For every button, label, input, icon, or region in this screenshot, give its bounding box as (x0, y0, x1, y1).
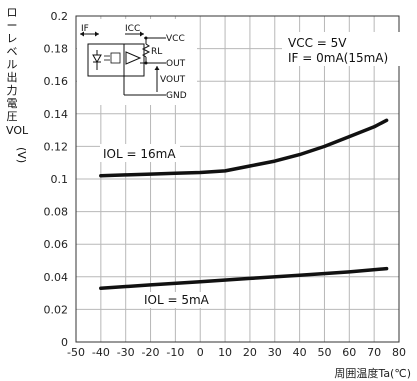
y-axis-label-char: レ (7, 32, 18, 45)
y-axis-label-char: ー (7, 19, 18, 32)
plot-frame (75, 15, 400, 343)
y-axis-label-char: ベ (7, 45, 18, 58)
x-tick-labels: -50 -40 -30 -20 -10 0 10 20 30 40 50 60 70 80 (67, 346, 406, 359)
x-tick-label: 80 (392, 346, 406, 359)
y-axis-label-char: 力 (7, 84, 18, 97)
series-lines (99, 118, 389, 290)
y-tick-labels: 0 0.02 0.04 0.06 0.08 0.1 0.12 0.14 0.16 0.18 0.2 (44, 10, 69, 349)
x-tick-label: -40 (92, 346, 110, 359)
y-tick-label: 0.02 (44, 303, 69, 316)
y-axis-label-char: 出 (7, 70, 18, 84)
x-tick-label: -20 (142, 346, 160, 359)
y-axis-label-char: ル (7, 58, 18, 71)
circuit-if-label: IF (81, 24, 89, 34)
series-label-16ma: IOL = 16mA (103, 147, 176, 161)
circuit-gnd-label: GND (166, 91, 187, 101)
circuit-vcc-label: VCC (166, 34, 185, 44)
condition-if: IF = 0mA(15mA) (288, 51, 388, 65)
y-axis-label-char: ロ (7, 6, 18, 19)
y-tick-label: 0.2 (51, 10, 69, 23)
y-tick-label: 0.16 (44, 75, 69, 88)
x-tick-label: 20 (243, 346, 257, 359)
y-tick-label: 0.14 (44, 108, 69, 121)
x-tick-label: 30 (268, 346, 282, 359)
y-axis-symbol: VOL (6, 124, 29, 137)
x-tick-label: 10 (218, 346, 232, 359)
x-axis-label: 周囲温度Ta(℃) (334, 366, 411, 380)
series-line-0 (99, 118, 389, 178)
y-tick-label: 0.12 (44, 140, 69, 153)
x-tick-label: 60 (342, 346, 356, 359)
x-tick-label: 70 (367, 346, 381, 359)
y-axis-label-char: 圧 (7, 110, 18, 123)
conditions-box: VCC = 5V IF = 0mA(15mA) (282, 32, 400, 66)
y-tick-label: 0.04 (44, 271, 69, 284)
circuit-vout-label: VOUT (160, 75, 186, 85)
circuit-icc-label: ICC (125, 24, 140, 34)
x-tick-label: -10 (166, 346, 184, 359)
test-circuit: IF ICC VCC RL OUT VOUT (77, 19, 197, 105)
y-tick-label: 0 (61, 336, 68, 349)
x-tick-label: 40 (293, 346, 307, 359)
circuit-out-label: OUT (166, 59, 186, 69)
y-axis-label-char: 電 (7, 97, 18, 110)
y-tick-label: 0.18 (44, 43, 69, 56)
y-tick-label: 0.1 (51, 173, 69, 186)
condition-vcc: VCC = 5V (288, 36, 347, 50)
x-tick-label: 50 (317, 346, 331, 359)
x-tick-label: 0 (197, 346, 204, 359)
y-tick-label: 0.06 (44, 238, 69, 251)
y-axis-unit: (V) (15, 147, 28, 163)
y-tick-label: 0.08 (44, 206, 69, 219)
series-label-5ma: IOL = 5mA (144, 293, 210, 307)
x-tick-label: -50 (67, 346, 85, 359)
series-line-1 (99, 266, 389, 290)
x-tick-label: -30 (117, 346, 135, 359)
circuit-rl-label: RL (151, 47, 162, 57)
